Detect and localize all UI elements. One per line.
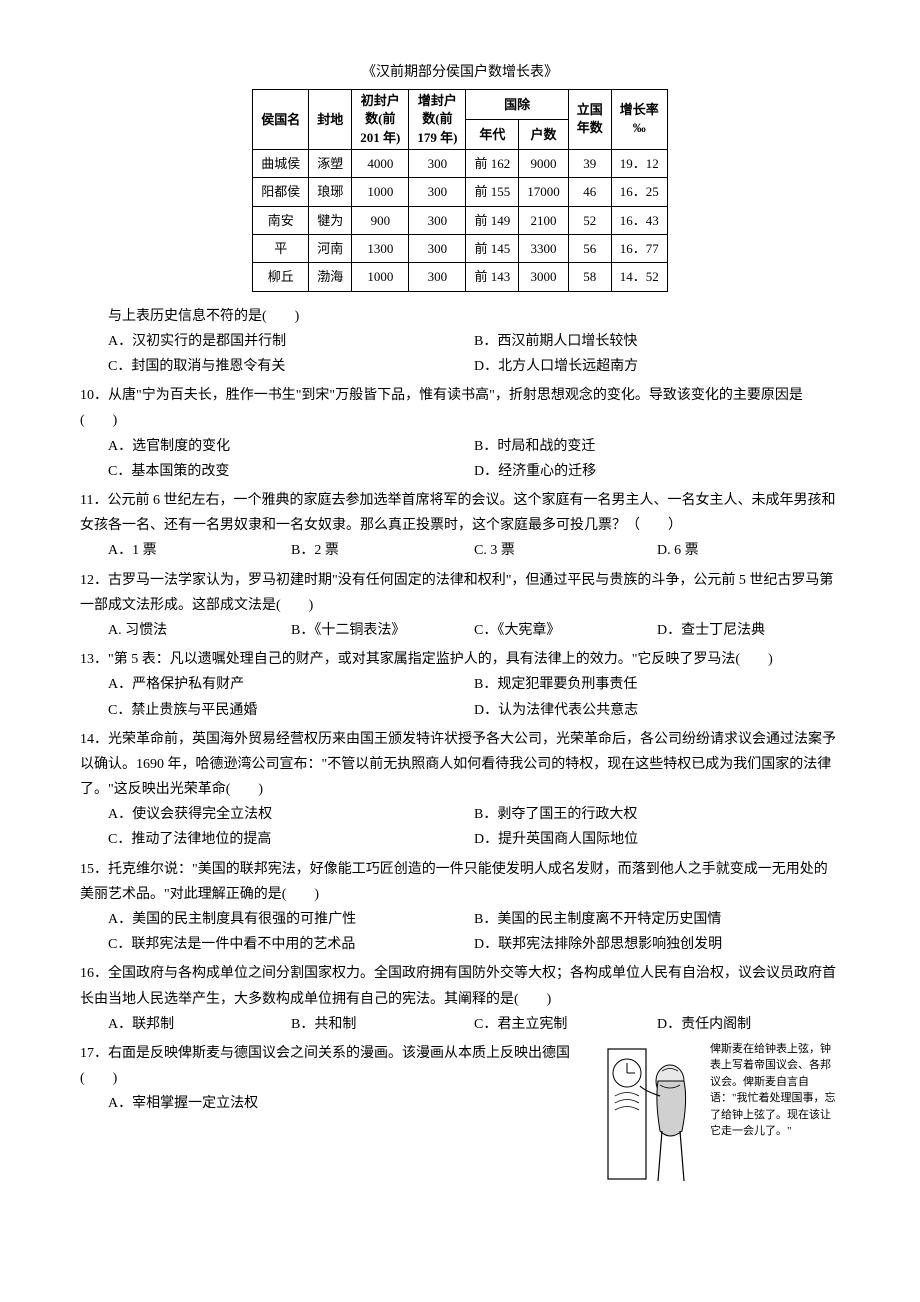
q14-opt-d: D．提升英国商人国际地位: [474, 827, 840, 852]
table-row: 曲城侯 涿塑 4000 300 前 162 9000 39 19．12: [253, 149, 668, 177]
q13-opt-d: D．认为法律代表公共意志: [474, 698, 840, 723]
table-row: 柳丘 渤海 1000 300 前 143 3000 58 14．52: [253, 263, 668, 291]
q9-opt-b: B．西汉前期人口增长较快: [474, 329, 840, 354]
q10-options: A．选官制度的变化 B．时局和战的变迁 C．基本国策的改变 D．经济重心的迁移: [80, 434, 840, 484]
q16-opt-a: A．联邦制: [108, 1012, 291, 1037]
table-title: 《汉前期部分侯国户数增长表》: [80, 60, 840, 85]
q16-opt-b: B．共和制: [291, 1012, 474, 1037]
q12-opt-c: C．《大宪章》: [474, 618, 657, 643]
q16-opt-c: C．君主立宪制: [474, 1012, 657, 1037]
q13-options: A．严格保护私有财产 B．规定犯罪要负刑事责任 C．禁止贵族与平民通婚 D．认为…: [80, 672, 840, 722]
q12-stem: 12．古罗马一法学家认为，罗马初建时期"没有任何固定的法律和权利"，但通过平民与…: [80, 568, 840, 618]
q16-options: A．联邦制 B．共和制 C．君主立宪制 D．责任内阁制: [80, 1012, 840, 1037]
table-row: 南安 犍为 900 300 前 149 2100 52 16．43: [253, 206, 668, 234]
q12-options: A. 习惯法 B．《十二铜表法》 C．《大宪章》 D．查士丁尼法典: [80, 618, 840, 643]
q10-opt-b: B．时局和战的变迁: [474, 434, 840, 459]
q9-opt-c: C．封国的取消与推恩令有关: [108, 354, 474, 379]
table-row: 平 河南 1300 300 前 145 3300 56 16．77: [253, 234, 668, 262]
col-liguo: 立国年数: [568, 90, 611, 150]
col-hushu: 户数: [519, 119, 569, 149]
q15-opt-b: B．美国的民主制度离不开特定历史国情: [474, 907, 840, 932]
q13-opt-a: A．严格保护私有财产: [108, 672, 474, 697]
q11-opt-a: A．1 票: [108, 538, 291, 563]
q11-stem: 11．公元前 6 世纪左右，一个雅典的家庭去参加选举首席将军的会议。这个家庭有一…: [80, 488, 840, 538]
col-fengdi: 封地: [309, 90, 352, 150]
table-header-row-1: 侯国名 封地 初封户数(前201 年) 增封户数(前179 年) 国除 立国年数…: [253, 90, 668, 120]
q14-options: A．使议会获得完全立法权 B．剥夺了国王的行政大权 C．推动了法律地位的提高 D…: [80, 802, 840, 852]
q9-options: A．汉初实行的是郡国并行制 B．西汉前期人口增长较快 C．封国的取消与推恩令有关…: [80, 329, 840, 379]
q15-options: A．美国的民主制度具有很强的可推广性 B．美国的民主制度离不开特定历史国情 C．…: [80, 907, 840, 957]
q15-opt-a: A．美国的民主制度具有很强的可推广性: [108, 907, 474, 932]
q11-opt-c: C. 3 票: [474, 538, 657, 563]
q12-opt-b: B．《十二铜表法》: [291, 618, 474, 643]
cartoon-icon: [600, 1041, 710, 1191]
q14-opt-b: B．剥夺了国王的行政大权: [474, 802, 840, 827]
q13-stem: 13．"第 5 表：凡以遗嘱处理自己的财产，或对其家属指定监护人的，具有法律上的…: [80, 647, 840, 672]
q10-stem: 10．从唐"宁为百夫长，胜作一书生"到宋"万般皆下品，惟有读书高"，折射思想观念…: [80, 383, 840, 433]
q12-opt-a: A. 习惯法: [108, 618, 291, 643]
col-zengfeng: 增封户数(前179 年): [409, 90, 466, 150]
q13-opt-b: B．规定犯罪要负刑事责任: [474, 672, 840, 697]
q10-opt-d: D．经济重心的迁移: [474, 459, 840, 484]
q13-opt-c: C．禁止贵族与平民通婚: [108, 698, 474, 723]
q11-opt-d: D. 6 票: [657, 538, 840, 563]
q16-stem: 16．全国政府与各构成单位之间分割国家权力。全国政府拥有国防外交等大权；各构成单…: [80, 961, 840, 1011]
data-table: 侯国名 封地 初封户数(前201 年) 增封户数(前179 年) 国除 立国年数…: [252, 89, 668, 292]
q16-opt-d: D．责任内阁制: [657, 1012, 840, 1037]
q11-options: A．1 票 B．2 票 C. 3 票 D. 6 票: [80, 538, 840, 563]
col-houguo: 侯国名: [253, 90, 309, 150]
q9-opt-a: A．汉初实行的是郡国并行制: [108, 329, 474, 354]
q15-stem: 15．托克维尔说："美国的联邦宪法，好像能工巧匠创造的一件只能使发明人成名发财，…: [80, 857, 840, 907]
col-niandai: 年代: [466, 119, 519, 149]
q15-opt-d: D．联邦宪法排除外部思想影响独创发明: [474, 932, 840, 957]
col-rate: 增长率‰: [611, 90, 667, 150]
col-chufeng: 初封户数(前201 年): [352, 90, 409, 150]
q14-opt-c: C．推动了法律地位的提高: [108, 827, 474, 852]
q17-cartoon: 俾斯麦在给钟表上弦，钟表上写着帝国议会、各邦议会。俾斯麦自言自语："我忙着处理国…: [600, 1041, 840, 1191]
q10-opt-a: A．选官制度的变化: [108, 434, 474, 459]
q14-stem: 14．光荣革命前，英国海外贸易经营权历来由国王颁发特许状授予各大公司，光荣革命后…: [80, 727, 840, 803]
table-row: 阳都侯 琅琊 1000 300 前 155 17000 46 16．25: [253, 178, 668, 206]
q15-opt-c: C．联邦宪法是一件中看不中用的艺术品: [108, 932, 474, 957]
q9-opt-d: D．北方人口增长远超南方: [474, 354, 840, 379]
q9-stem: 与上表历史信息不符的是( ): [80, 304, 840, 329]
q14-opt-a: A．使议会获得完全立法权: [108, 802, 474, 827]
q12-opt-d: D．查士丁尼法典: [657, 618, 840, 643]
col-guochu: 国除: [466, 90, 568, 120]
q11-opt-b: B．2 票: [291, 538, 474, 563]
q10-opt-c: C．基本国策的改变: [108, 459, 474, 484]
